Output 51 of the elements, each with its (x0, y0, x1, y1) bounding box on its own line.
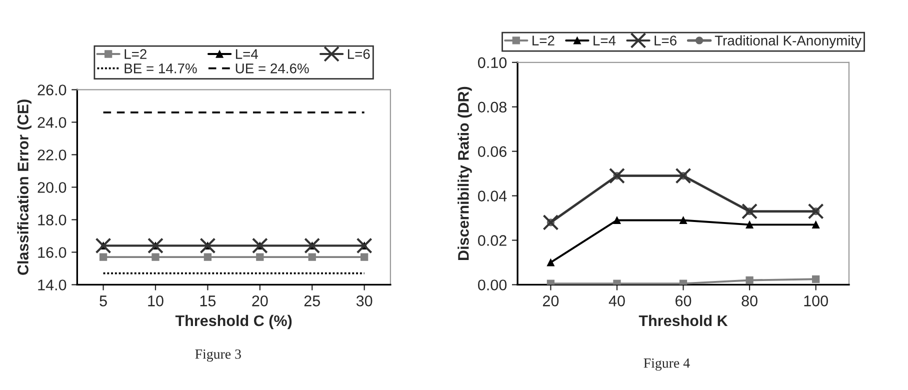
y-tick-label: 18.0 (38, 214, 66, 226)
x-axis-title: Threshold C (%) (175, 314, 292, 330)
caption: Figure 4 (644, 358, 690, 371)
x-tick-label: 20 (542, 296, 559, 306)
y-tick-label: 0.06 (478, 146, 506, 158)
point (613, 216, 621, 224)
y-tick-label: 26.0 (38, 84, 66, 96)
point (812, 220, 820, 228)
point (746, 220, 754, 228)
y-tick-label: 24.0 (38, 117, 66, 128)
legend-label: Traditional K-Anonymity (714, 35, 862, 48)
x-axis-title: Threshold K (638, 314, 728, 326)
legend-label: L=4 (236, 49, 258, 59)
point (812, 275, 820, 283)
point (546, 258, 555, 266)
x-tick-label: 30 (356, 296, 372, 306)
caption: Figure 3 (195, 349, 241, 362)
x-tick-label: 60 (676, 296, 692, 306)
y-tick-label: 0.10 (478, 57, 507, 68)
x-tick-label: 20 (252, 296, 268, 306)
y-tick-label: 22.0 (38, 150, 66, 160)
legend-label: L=4 (594, 36, 616, 46)
x-tick-label: 80 (742, 296, 758, 306)
y-tick-label: 0.08 (478, 102, 506, 113)
y-tick-label: 0.02 (478, 235, 506, 246)
point (675, 168, 692, 184)
legend-label: BE = 14.7% (124, 64, 197, 74)
point (808, 203, 824, 220)
legend-label: UE = 24.6% (236, 63, 309, 74)
x-tick-label: 40 (608, 296, 625, 306)
x-tick-label: 100 (804, 296, 828, 306)
y-tick-label: 16.0 (38, 247, 66, 258)
x-tick-label: 10 (148, 296, 164, 306)
y-tick-label: 14.0 (38, 280, 66, 290)
legend-label: L=6 (348, 49, 370, 59)
point (746, 276, 754, 284)
y-tick-label: 20.0 (38, 182, 66, 193)
legend-label: L=6 (654, 36, 676, 46)
point (742, 203, 758, 220)
x-tick-label: 5 (100, 296, 107, 306)
point (679, 216, 688, 224)
y-tick-label: 0.04 (478, 190, 507, 202)
point (608, 168, 625, 184)
legend-label: L=2 (124, 49, 146, 59)
x-tick-label: 25 (304, 296, 320, 306)
y-axis-title: Discernibility Ratio (DR) (458, 86, 472, 260)
legend-label: L=2 (532, 36, 554, 46)
x-tick-label: 15 (200, 296, 216, 306)
y-axis-title: Classification Error (CE) (17, 100, 32, 275)
y-tick-label: 0.00 (478, 280, 507, 290)
point (542, 214, 559, 230)
